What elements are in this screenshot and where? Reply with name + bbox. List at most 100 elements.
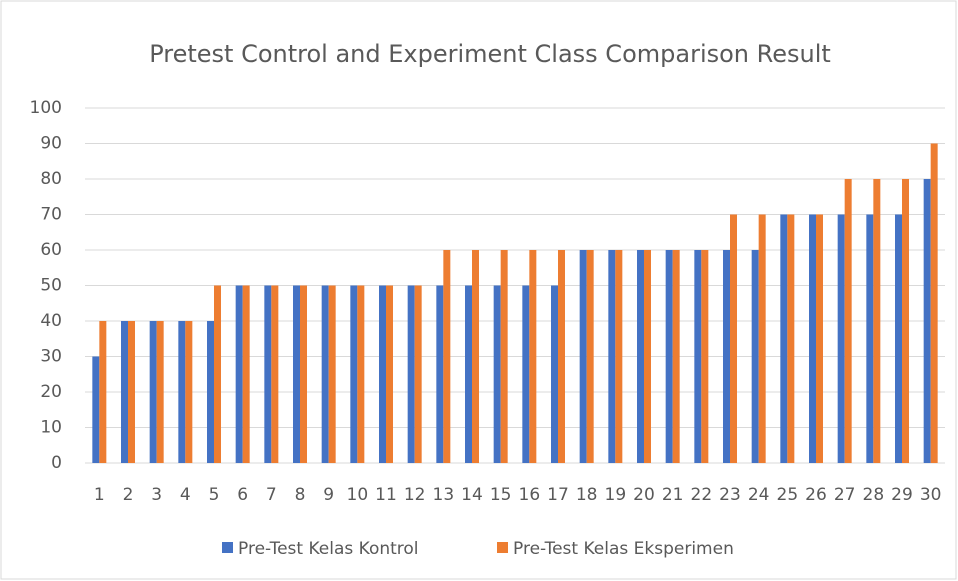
bar [436,285,444,463]
x-tick-label: 26 [805,485,827,505]
bar [579,250,587,463]
bar [235,285,243,463]
bar [293,285,300,463]
bar [214,285,221,463]
x-tick-label: 3 [151,485,162,505]
bar [522,285,530,463]
legend-swatch [497,542,508,553]
bar [558,250,565,463]
x-tick-label: 16 [519,485,541,505]
x-tick-label: 28 [863,485,885,505]
bar [551,285,558,463]
x-tick-label: 1 [94,485,105,505]
bar [787,214,795,463]
bar [500,250,508,463]
bar [379,285,386,463]
y-tick-label: 20 [40,382,62,402]
y-tick-label: 60 [40,240,62,260]
bar [873,179,881,463]
x-tick-label: 11 [375,485,397,505]
bar [923,179,931,463]
x-tick-label: 13 [433,485,455,505]
x-tick-label: 18 [576,485,598,505]
x-tick-label: 12 [404,485,426,505]
bar [207,321,214,463]
bar [357,285,365,463]
x-tick-label: 2 [123,485,134,505]
bar [321,285,329,463]
x-tick-label: 10 [347,485,369,505]
bar [472,250,479,463]
bar [529,250,537,463]
bar [902,179,909,463]
bar [837,214,845,463]
bar [701,250,709,463]
legend-swatch [222,542,233,553]
x-tick-label: 7 [266,485,277,505]
bar [672,250,680,463]
y-tick-label: 40 [40,311,62,331]
bar [264,285,272,463]
bar [844,179,852,463]
y-tick-label: 10 [40,418,62,438]
bar [493,285,501,463]
bar [414,285,422,463]
x-tick-label: 23 [719,485,741,505]
x-tick-label: 29 [891,485,913,505]
x-tick-label: 19 [605,485,627,505]
bar [121,321,128,463]
x-tick-label: 5 [209,485,220,505]
bar [930,143,938,463]
x-tick-label: 8 [295,485,306,505]
y-tick-label: 0 [51,453,62,473]
bar [271,285,279,463]
y-tick-label: 80 [40,169,62,189]
bar [730,214,737,463]
bar [644,250,651,463]
legend-label: Pre-Test Kelas Eksperimen [513,539,734,559]
x-tick-label: 4 [180,485,191,505]
bar [386,285,393,463]
bar [350,285,358,463]
bar [300,285,307,463]
y-tick-label: 90 [40,134,62,154]
bar [758,214,766,463]
bar [751,250,759,463]
x-tick-label: 15 [490,485,512,505]
x-tick-label: 17 [547,485,569,505]
x-tick-label: 24 [748,485,770,505]
x-tick-label: 25 [777,485,799,505]
x-tick-label: 22 [691,485,713,505]
bar [637,250,644,463]
bar [586,250,594,463]
chart-title: Pretest Control and Experiment Class Com… [149,40,831,68]
legend-label: Pre-Test Kelas Kontrol [238,539,419,559]
x-tick-label: 20 [633,485,655,505]
bar [723,250,730,463]
x-tick-label: 6 [237,485,248,505]
bar [608,250,616,463]
bar [809,214,816,463]
x-tick-label: 27 [834,485,856,505]
y-tick-label: 100 [30,98,62,118]
bar [816,214,823,463]
bar [328,285,336,463]
bar [615,250,623,463]
bar [242,285,250,463]
x-tick-label: 21 [662,485,684,505]
bar [99,321,107,463]
bar [443,250,451,463]
bar [895,214,902,463]
bar [407,285,415,463]
bar [178,321,186,463]
x-tick-label: 9 [323,485,334,505]
y-tick-label: 50 [40,276,62,296]
bar [149,321,157,463]
bar [780,214,788,463]
bar [866,214,874,463]
bar [92,356,100,463]
bar [465,285,472,463]
bar [694,250,702,463]
bar [156,321,164,463]
